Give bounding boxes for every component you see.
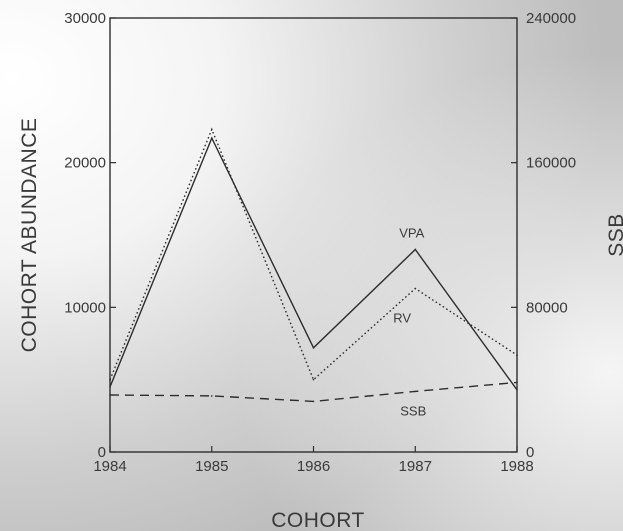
y2-tick-label: 160000 bbox=[526, 155, 576, 172]
series-label-vpa: VPA bbox=[399, 225, 424, 240]
x-axis-ticks: 1984 1985 1986 1987 1988 bbox=[93, 446, 534, 475]
data-point-vpa bbox=[210, 137, 213, 139]
x-tick-label: 1988 bbox=[500, 458, 533, 475]
right-axis-ticks: 0 80000 160000 240000 bbox=[511, 10, 576, 461]
data-point-ssb bbox=[312, 400, 315, 403]
y-tick-label: 0 bbox=[98, 444, 106, 461]
data-point-vpa bbox=[312, 347, 315, 349]
data-point-ssb bbox=[516, 381, 518, 384]
y2-tick-label: 240000 bbox=[526, 10, 576, 27]
data-point-vpa bbox=[109, 386, 111, 388]
y-tick-label: 20000 bbox=[64, 155, 106, 172]
x-axis-title: COHORT bbox=[271, 509, 365, 531]
data-point-vpa bbox=[516, 388, 518, 391]
x-tick-label: 1985 bbox=[195, 458, 228, 475]
y-tick-label: 30000 bbox=[64, 10, 106, 27]
y-tick-label: 10000 bbox=[64, 299, 106, 316]
series-lines bbox=[109, 127, 518, 403]
x-tick-label: 1987 bbox=[399, 458, 432, 475]
left-axis-ticks: 0 10000 20000 30000 bbox=[64, 10, 116, 461]
data-point-rv bbox=[109, 378, 111, 381]
data-point-vpa bbox=[414, 248, 417, 251]
x-tick-label: 1986 bbox=[297, 458, 330, 475]
series-label-ssb: SSB bbox=[400, 403, 426, 418]
series-label-rv: RV bbox=[393, 311, 411, 326]
data-point-rv bbox=[516, 354, 518, 356]
y2-axis-title: SSB bbox=[605, 213, 623, 257]
y-axis-title: COHORT ABUNDANCE bbox=[18, 118, 41, 353]
y2-tick-label: 0 bbox=[526, 444, 534, 461]
data-point-ssb bbox=[210, 395, 213, 397]
data-point-ssb bbox=[414, 390, 417, 393]
y2-tick-label: 80000 bbox=[526, 299, 568, 316]
data-point-rv bbox=[210, 128, 213, 131]
series-labels: VPA RV SSB bbox=[393, 225, 426, 418]
data-point-rv bbox=[414, 287, 417, 290]
data-point-rv bbox=[312, 378, 315, 381]
x-tick-label: 1984 bbox=[93, 458, 126, 475]
data-point-ssb bbox=[109, 394, 111, 396]
